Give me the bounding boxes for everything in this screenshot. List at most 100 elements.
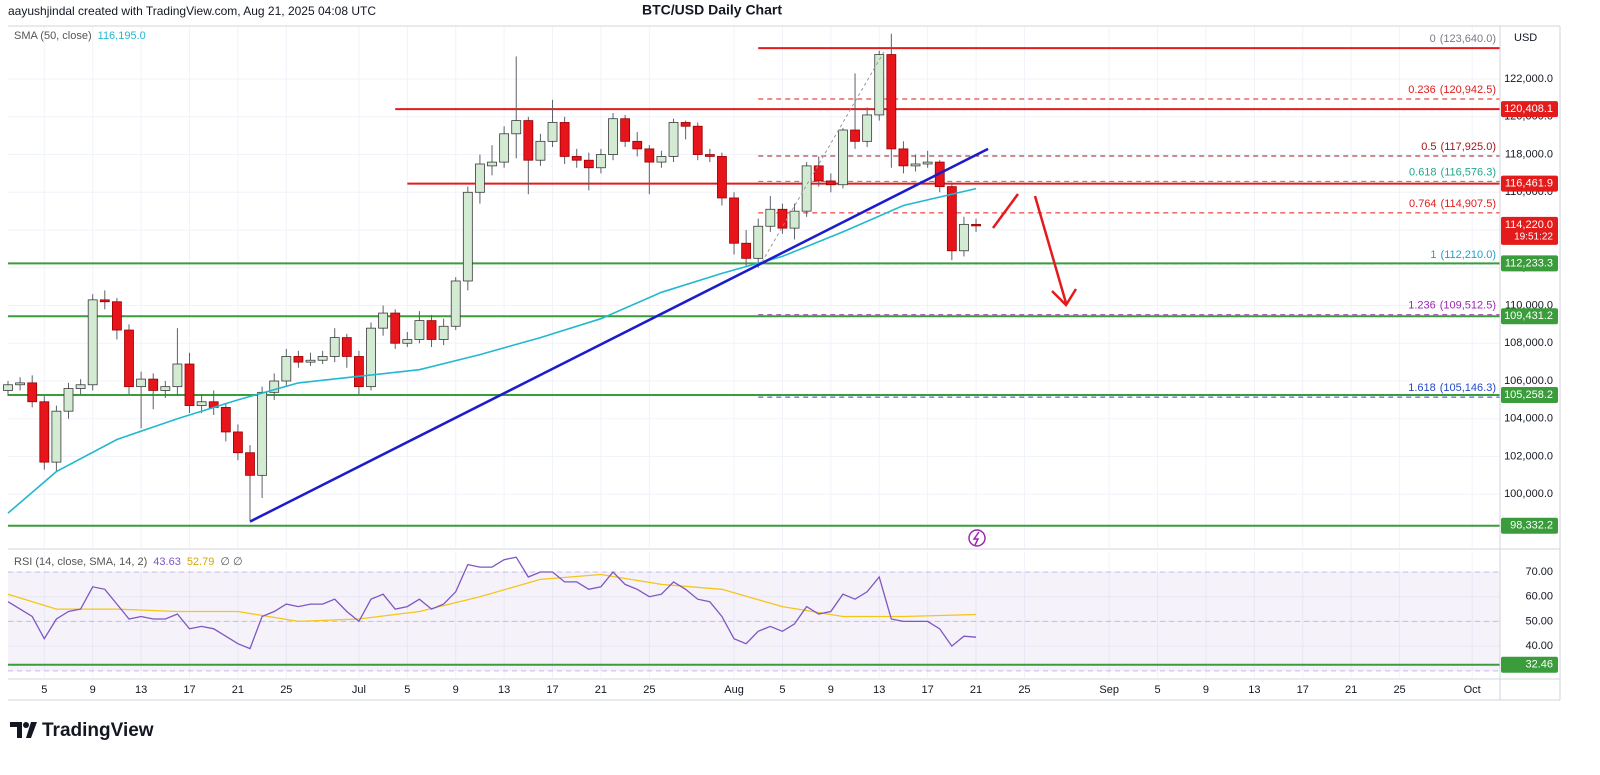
y-tick-label: 104,000.0 — [1504, 413, 1553, 425]
y-tick-label: 102,000.0 — [1504, 450, 1553, 462]
candle-body — [862, 114, 873, 142]
candle-body — [366, 327, 376, 388]
x-tick-label: 9 — [828, 684, 834, 696]
event-icon[interactable] — [968, 529, 986, 547]
x-tick-label: 13 — [873, 684, 885, 696]
x-tick-label: 25 — [643, 684, 655, 696]
candle-body — [547, 122, 558, 142]
candle-body — [329, 337, 340, 357]
fib-ratio: 0.236 — [1408, 84, 1436, 96]
legend-value: 52.79 — [187, 556, 215, 568]
legend-name: SMA (50, close) — [14, 30, 92, 42]
candle-body — [656, 156, 667, 163]
candle-body — [959, 223, 969, 252]
candle-body — [813, 165, 824, 182]
candle-body — [245, 452, 255, 476]
x-tick-label: 17 — [922, 684, 934, 696]
x-tick-label: Sep — [1099, 684, 1119, 696]
candle-body — [220, 407, 231, 433]
fib-label: 1.618 (105,146.3) — [1408, 382, 1496, 394]
x-tick-label: 5 — [41, 684, 47, 696]
arrow-up — [991, 193, 1020, 229]
fib-ratio: 0.618 — [1409, 166, 1437, 178]
price-tag-label: 114,220.0 — [1505, 219, 1553, 231]
candle-body — [402, 339, 413, 344]
candle-body — [293, 356, 304, 363]
candle-body — [499, 133, 510, 163]
candle-body — [341, 337, 352, 357]
candle-body — [765, 208, 776, 227]
candle-body — [632, 140, 643, 150]
price-tag-label: 105,258.2 — [1504, 389, 1553, 401]
price-tag — [1501, 175, 1558, 192]
candle-body — [390, 312, 401, 344]
fib-price: (112,210.0) — [1441, 249, 1496, 261]
candle-body — [51, 410, 62, 463]
y-tick-label: 70.00 — [1525, 566, 1553, 578]
candle-body — [886, 54, 897, 150]
candle-body — [75, 384, 86, 389]
fib-ratio: 0.764 — [1409, 198, 1437, 210]
candle-body — [487, 161, 497, 167]
price-tag-label: 98,332.2 — [1510, 520, 1553, 532]
candle-body — [704, 154, 715, 157]
price-tag — [1501, 308, 1558, 325]
legend-name: RSI (14, close, SMA, 14, 2) — [14, 556, 147, 568]
candle-body — [99, 299, 110, 303]
price-tag-label: 32.46 — [1525, 659, 1553, 671]
x-tick-label: 9 — [1203, 684, 1209, 696]
legend-value: 43.63 — [153, 556, 181, 568]
fib-label: 1.236 (109,512.5) — [1408, 300, 1496, 312]
legend: SMA (50, close) 116,195.0 — [14, 30, 146, 42]
candle-body — [535, 140, 546, 161]
candle-body — [971, 223, 981, 227]
trend-line — [249, 147, 989, 523]
candle-body — [910, 163, 921, 167]
grid — [8, 26, 1500, 678]
candle-body — [27, 382, 38, 403]
candle-body — [644, 148, 655, 163]
price-tag-label: 120,408.1 — [1504, 103, 1553, 115]
candle-body — [668, 122, 679, 157]
price-tag — [1501, 656, 1558, 673]
x-tick-label: Jul — [352, 684, 366, 696]
x-tick-label: Aug — [724, 684, 744, 696]
x-tick-label: 13 — [135, 684, 147, 696]
candle-body — [426, 320, 437, 340]
candle-body — [583, 159, 594, 169]
credit: aayushjindal created with TradingView.co… — [8, 4, 376, 18]
candle-body — [196, 401, 207, 406]
price-tag-label: 112,233.3 — [1505, 257, 1553, 269]
sma-line — [7, 187, 977, 514]
price-tag — [1501, 517, 1558, 534]
candle-body — [39, 401, 50, 463]
price-tag — [1501, 216, 1558, 245]
event-icon-bolt — [972, 531, 980, 546]
candle-body — [450, 280, 461, 327]
y-tick-label: 118,000.0 — [1505, 148, 1553, 160]
x-tick-label: 5 — [779, 684, 785, 696]
candle-body — [136, 378, 147, 388]
candle-body — [414, 320, 425, 340]
fib-price: (123,640.0) — [1440, 33, 1496, 45]
price-tag — [1501, 101, 1558, 118]
candle-body — [124, 329, 134, 388]
candle-body — [112, 301, 122, 331]
candle-body — [305, 359, 316, 363]
price-tag — [1501, 255, 1558, 272]
candle-body — [317, 356, 328, 361]
fib-price: (105,146.3) — [1440, 382, 1496, 394]
candle-body — [281, 356, 292, 382]
x-tick-label: 9 — [90, 684, 96, 696]
candle-body — [608, 118, 618, 155]
candle-body — [63, 388, 74, 412]
brand-logo — [10, 722, 37, 738]
candle-body — [523, 120, 534, 161]
fib-ratio: 0.5 — [1421, 141, 1436, 153]
y-tick-label: 50.00 — [1525, 615, 1553, 627]
rsi-line — [7, 556, 977, 650]
y-tick-label: 60.00 — [1525, 591, 1553, 603]
x-tick-label: Oct — [1464, 684, 1481, 696]
